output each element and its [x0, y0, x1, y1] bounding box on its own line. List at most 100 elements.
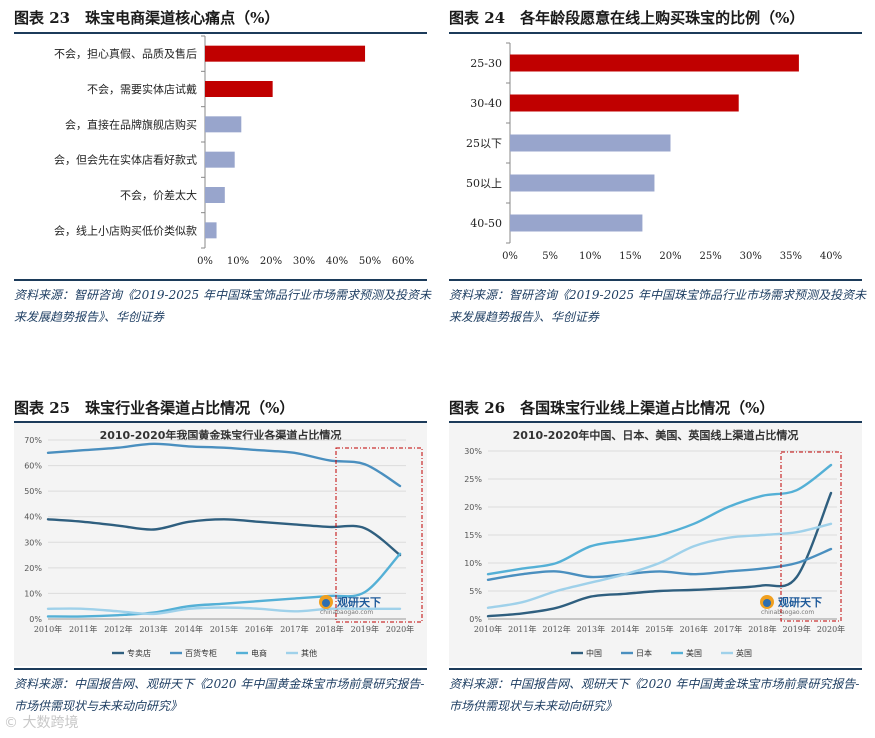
- y-tick-label: 0%: [469, 615, 482, 624]
- series-line-2: [46, 552, 402, 618]
- x-tick-label: 2016年: [680, 624, 708, 634]
- panel-26-source: 资料来源：中国报告网、观研天下《2020 年中国黄金珠宝市场前景研究报告-市场供…: [449, 677, 860, 713]
- bar-3: [510, 174, 655, 192]
- y-tick-label: 70%: [24, 436, 42, 445]
- highlight-box: [335, 447, 423, 623]
- panel-24-source: 资料来源：智研咨询《2019-2025 年中国珠宝饰品行业市场需求预测及投资未来…: [449, 288, 866, 324]
- chart-title: 2010-2020年中国、日本、美国、英国线上渠道占比情况: [513, 428, 799, 442]
- series-line-2: [486, 463, 833, 576]
- x-tick-label: 25%: [700, 251, 722, 262]
- x-tick-label: 2020年: [817, 624, 845, 634]
- panel-25-source-rule: [14, 668, 427, 670]
- x-tick-label: 20%: [260, 256, 282, 267]
- category-label: 40-50: [470, 217, 502, 230]
- logo-icon-inner: [322, 599, 330, 607]
- x-tick-label: 50%: [359, 256, 381, 267]
- legend-label: 专卖店: [127, 648, 151, 658]
- panel-23-title: 图表 23 珠宝电商渠道核心痛点（%）: [14, 9, 280, 27]
- bar-chart-pain-points: 不会，担心真假、品质及售后不会，需要实体店试戴会，直接在品牌旗舰店购买会，但会先…: [54, 35, 414, 267]
- x-tick-label: 2017年: [714, 624, 742, 634]
- series-line-0: [46, 518, 402, 557]
- panel-23-source: 资料来源：智研咨询《2019-2025 年中国珠宝饰品行业市场需求预测及投资未来…: [14, 288, 431, 324]
- legend-label: 其他: [301, 648, 317, 658]
- panel-25-title: 图表 25 珠宝行业各渠道占比情况（%）: [14, 399, 295, 417]
- category-label: 30-40: [470, 97, 502, 110]
- watermark-text: 大数跨境: [22, 715, 79, 731]
- series-line-3: [46, 606, 402, 616]
- x-tick-label: 2020年: [386, 624, 414, 634]
- x-tick-label: 2011年: [508, 624, 536, 634]
- legend-label: 美国: [686, 648, 702, 658]
- logo-url: chinabaogao.com: [761, 609, 814, 616]
- bar-4: [510, 214, 643, 232]
- x-tick-label: 2011年: [69, 624, 97, 634]
- legend-label: 电商: [251, 648, 267, 658]
- x-tick-label: 2015年: [210, 624, 238, 634]
- panel-24-title-rule: [449, 32, 862, 34]
- y-tick-label: 20%: [464, 503, 482, 512]
- legend-label: 百货专柜: [185, 648, 217, 658]
- bar-4: [205, 187, 225, 203]
- category-label: 会，直接在品牌旗舰店购买: [65, 117, 197, 131]
- logo-url: chinabaogao.com: [320, 609, 373, 616]
- y-tick-label: 60%: [24, 462, 42, 471]
- y-tick-label: 10%: [24, 589, 42, 598]
- x-tick-label: 2016年: [245, 624, 273, 634]
- category-label: 会，线上小店购买低价类似款: [54, 223, 197, 237]
- series-line-0: [486, 491, 833, 618]
- panel-23-title-rule: [14, 32, 427, 34]
- category-label: 25-30: [470, 57, 502, 70]
- y-tick-label: 30%: [464, 447, 482, 456]
- bar-5: [205, 222, 217, 239]
- x-tick-label: 2014年: [611, 624, 639, 634]
- x-tick-label: 2014年: [175, 624, 203, 634]
- category-label: 不会，需要实体店试戴: [87, 82, 197, 96]
- x-tick-label: 20%: [659, 251, 681, 262]
- panel-26-title-rule: [449, 421, 862, 423]
- chart-background: [449, 423, 862, 666]
- panel-25-source: 资料来源：中国报告网、观研天下《2020 年中国黄金珠宝市场前景研究报告-市场供…: [14, 677, 425, 713]
- y-tick-label: 20%: [24, 564, 42, 573]
- y-tick-label: 40%: [24, 513, 42, 522]
- legend-label: 英国: [736, 648, 752, 658]
- bar-2: [205, 116, 242, 133]
- category-label: 不会，价差太大: [120, 188, 197, 202]
- x-tick-label: 15%: [619, 251, 641, 262]
- x-tick-label: 2012年: [104, 624, 132, 634]
- category-label: 25以下: [466, 137, 502, 150]
- panel-26-title: 图表 26 各国珠宝行业线上渠道占比情况（%）: [449, 399, 775, 417]
- bar-2: [510, 134, 671, 152]
- y-tick-label: 50%: [24, 487, 42, 496]
- logo-icon-inner: [763, 599, 771, 607]
- x-tick-label: 30%: [293, 256, 315, 267]
- x-tick-label: 0%: [197, 256, 213, 267]
- panel-23-source-rule: [14, 279, 427, 281]
- x-tick-label: 40%: [820, 251, 842, 262]
- logo-text: 观研天下: [337, 596, 381, 609]
- bar-0: [205, 45, 366, 62]
- x-tick-label: 35%: [780, 251, 802, 262]
- x-tick-label: 2015年: [645, 624, 673, 634]
- highlight-box: [780, 451, 842, 622]
- x-tick-label: 60%: [392, 256, 414, 267]
- line-chart-channel-share: 2010-2020年我国黄金珠宝行业各渠道占比情况 0% 10% 20% 30% 40% 5…: [14, 423, 427, 666]
- x-tick-label: 0%: [502, 251, 518, 262]
- category-label: 会，但会先在实体店看好款式: [54, 153, 197, 167]
- bar-3: [205, 151, 235, 168]
- panel-26-source-rule: [449, 668, 862, 670]
- x-tick-label: 2018年: [748, 624, 776, 634]
- y-tick-label: 15%: [464, 531, 482, 540]
- logo-text: 观研天下: [778, 596, 822, 609]
- y-tick-label: 30%: [24, 538, 42, 547]
- x-tick-label: 2010年: [474, 624, 502, 634]
- y-tick-label: 0%: [29, 615, 42, 624]
- x-tick-label: 10%: [227, 256, 249, 267]
- y-tick-label: 5%: [469, 587, 482, 596]
- series-line-1: [486, 547, 833, 581]
- x-tick-label: 2019年: [351, 624, 379, 634]
- series-line-1: [46, 442, 402, 488]
- panel-24-title: 图表 24 各年龄段愿意在线上购买珠宝的比例（%）: [449, 9, 805, 27]
- x-tick-label: 2018年: [315, 624, 343, 634]
- panel-24-source-rule: [449, 279, 862, 281]
- legend-label: 中国: [586, 648, 602, 658]
